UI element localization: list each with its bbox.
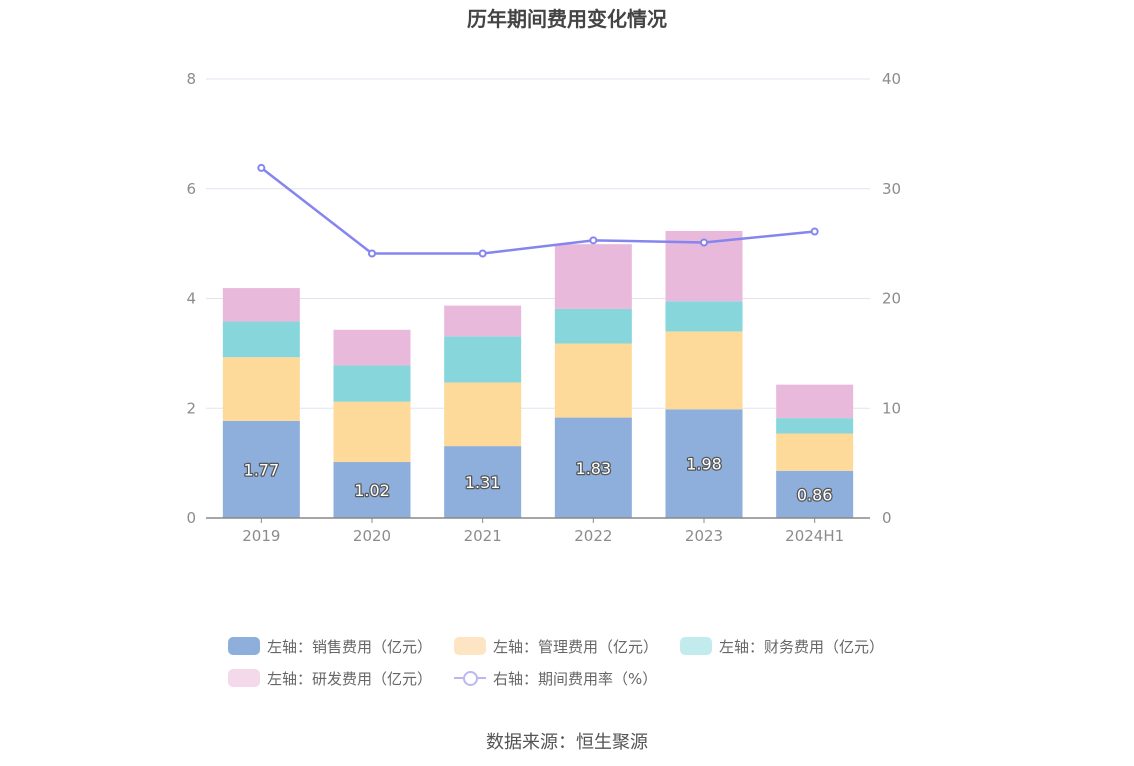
bar-segment <box>554 244 632 309</box>
bar-segment <box>444 446 522 518</box>
legend-item-admin[interactable]: 左轴：管理费用（亿元） <box>454 636 658 657</box>
bar-segment <box>554 343 632 418</box>
rate-line <box>260 166 815 255</box>
right-tick-label: 0 <box>882 509 892 527</box>
legend-row-2: 左轴：研发费用（亿元） 右轴：期间费用率（%） <box>228 662 928 694</box>
bar-segment <box>554 417 632 518</box>
x-tick-label: 2020 <box>353 527 391 545</box>
source-note: 数据来源：恒生聚源 <box>486 732 648 753</box>
bar-segment <box>444 336 522 383</box>
x-tick-label: 2019 <box>242 527 280 545</box>
bar-segment <box>333 329 411 366</box>
right-axis: 0 10 20 30 40 <box>882 70 901 527</box>
rate-point <box>700 238 708 247</box>
bar-segment <box>776 418 854 434</box>
legend-swatch-rate <box>454 669 487 687</box>
bar-data-label: 1.77 <box>244 460 280 479</box>
legend-label-rate: 右轴：期间费用率（%） <box>493 669 658 688</box>
chart-title: 历年期间费用变化情况 <box>467 7 667 31</box>
x-tick-label: 2023 <box>685 527 723 545</box>
bar-segment <box>444 382 522 447</box>
bar-segment <box>333 365 411 402</box>
bar-segment <box>554 308 632 344</box>
x-tick-label: 2024H1 <box>785 527 844 545</box>
line-series <box>257 163 819 258</box>
rate-point <box>257 163 266 172</box>
right-tick-label: 30 <box>882 180 901 198</box>
grid-lines <box>206 78 870 409</box>
legend-label-rd: 左轴：研发费用（亿元） <box>267 669 433 688</box>
bar-segment <box>222 288 300 322</box>
legend-swatch-finance <box>680 637 713 655</box>
bar-series <box>222 231 854 518</box>
bar-segment <box>333 401 411 463</box>
legend-label-admin: 左轴：管理费用（亿元） <box>493 637 659 656</box>
bar-segment <box>776 470 854 518</box>
bar-data-label: 1.31 <box>465 473 501 492</box>
bar-data-label: 1.02 <box>354 481 390 500</box>
left-axis: 0 2 4 6 8 <box>186 70 196 527</box>
bar-segment <box>222 420 300 518</box>
legend-label-sales: 左轴：销售费用（亿元） <box>267 637 433 656</box>
x-axis: 2019 2020 2021 2022 2023 2024H1 <box>206 517 870 545</box>
rate-point <box>478 249 487 258</box>
legend-row-1: 左轴：销售费用（亿元） 左轴：管理费用（亿元） 左轴：财务费用（亿元） <box>228 630 928 662</box>
bar-segment <box>776 384 854 419</box>
rate-point <box>368 249 376 258</box>
legend: 左轴：销售费用（亿元） 左轴：管理费用（亿元） 左轴：财务费用（亿元） 左轴：研… <box>228 630 928 694</box>
left-tick-label: 4 <box>186 290 196 308</box>
bar-segment <box>222 357 300 421</box>
legend-item-finance[interactable]: 左轴：财务费用（亿元） <box>680 636 884 657</box>
right-tick-label: 10 <box>882 399 901 417</box>
bar-segment <box>222 321 300 358</box>
bar-segment <box>665 301 743 332</box>
bar-segment <box>444 305 522 337</box>
right-tick-label: 20 <box>882 290 901 308</box>
left-tick-label: 8 <box>186 70 196 88</box>
bar-data-label: 0.86 <box>797 485 833 504</box>
legend-item-sales[interactable]: 左轴：销售费用（亿元） <box>228 636 432 657</box>
legend-swatch-admin <box>454 637 487 655</box>
legend-swatch-rd <box>228 669 260 687</box>
bar-segment <box>333 462 411 518</box>
bar-data-label: 1.98 <box>686 455 722 474</box>
left-tick-label: 6 <box>186 180 196 198</box>
rate-point <box>810 227 819 236</box>
legend-item-rd[interactable]: 左轴：研发费用（亿元） <box>228 668 432 689</box>
x-tick-label: 2022 <box>574 527 612 545</box>
bar-data-label: 1.83 <box>576 459 612 478</box>
bar-data-labels: 1.77 1.02 1.31 1.83 1.98 0.86 <box>242 453 833 505</box>
chart-canvas: 0 2 4 6 8 0 10 20 30 40 1.77 1.02 1.31 1.83 1.98 0.86… <box>186 70 901 545</box>
left-tick-label: 0 <box>186 509 196 527</box>
x-tick-label: 2021 <box>464 527 502 545</box>
legend-item-rate[interactable]: 右轴：期间费用率（%） <box>454 668 657 689</box>
bar-segment <box>665 409 743 518</box>
legend-swatch-sales <box>228 637 260 655</box>
bar-segment <box>665 331 743 410</box>
right-tick-label: 40 <box>882 70 901 88</box>
left-tick-label: 2 <box>186 399 196 417</box>
legend-label-finance: 左轴：财务费用（亿元） <box>719 637 885 656</box>
rate-point <box>589 236 598 245</box>
bar-segment <box>776 433 854 471</box>
